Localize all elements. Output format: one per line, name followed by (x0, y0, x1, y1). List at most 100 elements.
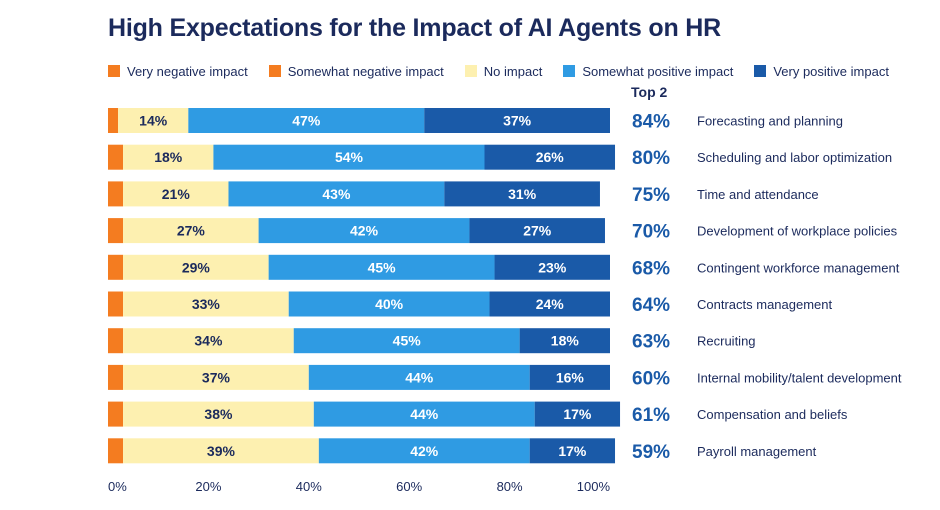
x-tick-label: 0% (108, 479, 127, 494)
data-label: 54% (335, 149, 364, 165)
data-label: 17% (563, 406, 592, 422)
category-label: Internal mobility/talent development (697, 370, 902, 385)
data-label: 42% (350, 223, 379, 239)
bar-no-impact-forecasting-and-planning (118, 108, 189, 133)
chart-legend: Very negative impact Somewhat negative im… (108, 62, 910, 80)
data-label: 17% (558, 443, 587, 459)
bar-very-negative-impact-recruiting (108, 328, 124, 354)
bar-very-positive-impact-forecasting-and-planning (424, 108, 610, 133)
chart-title: High Expectations for the Impact of AI A… (108, 14, 721, 42)
top2-value: 59% (632, 442, 670, 463)
data-label: 29% (182, 259, 211, 275)
data-label: 40% (375, 296, 404, 312)
data-label: 21% (162, 186, 191, 202)
bar-very-negative-impact-compensation-and-beliefs (108, 401, 124, 427)
top2-value: 80% (632, 148, 670, 169)
bar-somewhat-positive-impact-contracts-management (288, 291, 490, 317)
bar-somewhat-positive-impact-recruiting (293, 328, 520, 354)
x-tick-label: 20% (195, 479, 221, 494)
category-label: Scheduling and labor optimization (697, 150, 892, 165)
data-label: 16% (556, 369, 585, 385)
bar-very-positive-impact-contracts-management (489, 291, 610, 317)
top2-value: 60% (632, 368, 670, 389)
data-label: 34% (194, 333, 223, 349)
data-label: 23% (538, 259, 567, 275)
data-label: 33% (192, 296, 221, 312)
legend-label: Very negative impact (127, 63, 248, 79)
top2-value: 84% (632, 112, 670, 133)
bar-very-negative-impact-contingent-workforce-management (108, 254, 124, 280)
legend-swatch (108, 65, 120, 77)
bar-very-negative-impact-development-of-workplace-policies (108, 218, 124, 244)
bar-very-positive-impact-contingent-workforce-management (494, 254, 610, 280)
bar-very-negative-impact-contracts-management (108, 291, 124, 317)
data-label: 14% (139, 113, 168, 129)
legend-label: Somewhat positive impact (582, 63, 734, 79)
data-label: 42% (410, 443, 439, 459)
category-label: Payroll management (697, 444, 817, 459)
bar-no-impact-scheduling-and-labor-optimization (123, 144, 214, 170)
data-label: 43% (322, 186, 351, 202)
bar-very-positive-impact-compensation-and-beliefs (534, 401, 621, 427)
bar-somewhat-positive-impact-contingent-workforce-management (268, 254, 495, 280)
bar-somewhat-positive-impact-internal-mobility-talent-development (308, 364, 530, 390)
data-label: 37% (202, 369, 231, 385)
legend-item-no-impact: No impact (464, 64, 542, 79)
x-tick-label: 40% (296, 479, 322, 494)
data-label: 45% (393, 333, 422, 349)
bar-very-positive-impact-development-of-workplace-policies (469, 218, 605, 244)
legend-swatch (754, 65, 767, 77)
data-label: 47% (292, 113, 321, 129)
legend-swatch (563, 65, 576, 77)
top2-value: 64% (632, 295, 670, 316)
bar-very-positive-impact-internal-mobility-talent-development (529, 364, 610, 390)
legend-label: Somewhat negative impact (287, 63, 444, 79)
bar-very-positive-impact-time-and-attendance (444, 181, 600, 207)
bar-somewhat-positive-impact-compensation-and-beliefs (313, 401, 535, 427)
top2-header: Top 2 (631, 84, 668, 100)
category-label: Forecasting and planning (697, 114, 843, 129)
category-label: Contracts management (697, 297, 833, 312)
bar-somewhat-positive-impact-development-of-workplace-policies (258, 218, 470, 244)
bar-very-negative-impact-internal-mobility-talent-development (108, 364, 124, 390)
bar-no-impact-internal-mobility-talent-development (123, 364, 309, 390)
bar-no-impact-recruiting (123, 328, 294, 354)
data-label: 39% (207, 443, 236, 459)
bar-very-negative-impact-scheduling-and-labor-optimization (108, 144, 124, 170)
bar-very-positive-impact-payroll-management (529, 438, 616, 464)
bar-somewhat-positive-impact-time-and-attendance (228, 181, 445, 207)
data-label: 18% (551, 333, 580, 349)
legend-item-somewhat-negative-impact: Somewhat negative impact (268, 63, 444, 79)
data-label: 37% (503, 113, 532, 129)
bar-somewhat-positive-impact-forecasting-and-planning (188, 108, 425, 133)
data-label: 44% (410, 406, 439, 422)
bar-no-impact-time-and-attendance (123, 181, 229, 207)
data-label: 27% (523, 223, 552, 239)
top2-value: 63% (632, 332, 670, 353)
bar-no-impact-contingent-workforce-management (123, 254, 269, 280)
category-label: Contingent workforce management (697, 260, 900, 275)
data-label: 24% (536, 296, 565, 312)
data-label: 27% (177, 223, 206, 239)
top2-value: 68% (632, 258, 670, 279)
x-tick-label: 80% (497, 479, 523, 494)
x-tick-label: 100% (577, 479, 611, 494)
bar-no-impact-development-of-workplace-policies (123, 218, 259, 244)
data-label: 31% (508, 186, 537, 202)
category-label: Time and attendance (697, 187, 819, 202)
category-label: Compensation and beliefs (697, 407, 848, 422)
bar-very-negative-impact-time-and-attendance (108, 181, 124, 207)
legend-item-very-positive-impact: Very positive impact (754, 64, 889, 79)
data-label: 38% (204, 406, 233, 422)
top2-value: 75% (632, 185, 670, 206)
top2-value: 70% (632, 222, 670, 243)
data-label: 44% (405, 369, 434, 385)
legend-swatch (464, 65, 477, 77)
bar-very-positive-impact-recruiting (519, 328, 610, 354)
data-label: 26% (536, 149, 565, 165)
bar-somewhat-positive-impact-payroll-management (318, 438, 530, 464)
bar-no-impact-contracts-management (123, 291, 289, 317)
bar-very-negative-impact-payroll-management (108, 438, 124, 464)
data-label: 45% (368, 259, 397, 275)
